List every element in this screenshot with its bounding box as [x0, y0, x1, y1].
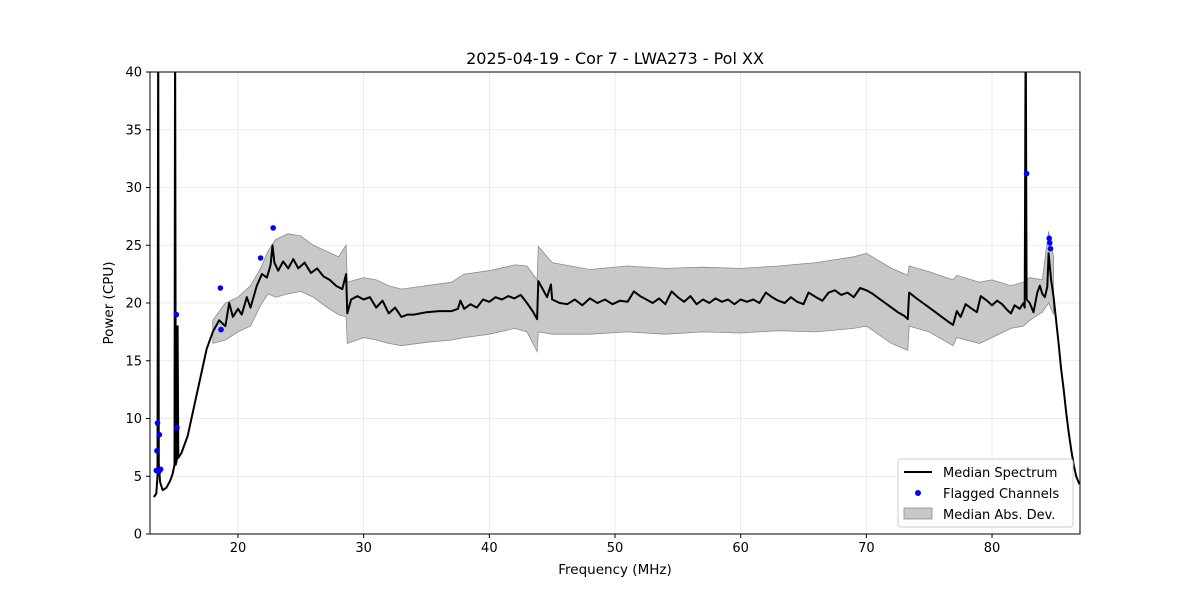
y-tick-label: 0 [134, 528, 142, 543]
legend-flagged-swatch [915, 490, 921, 496]
x-tick-label: 30 [355, 541, 372, 556]
legend-median-label: Median Spectrum [943, 466, 1057, 481]
flagged-channel-point [258, 255, 264, 261]
flagged-channel-point [218, 285, 224, 291]
flagged-channel-point [174, 312, 180, 318]
x-axis-label: Frequency (MHz) [558, 562, 671, 578]
flagged-channel-point [155, 420, 161, 426]
legend-mad-label: Median Abs. Dev. [943, 508, 1055, 523]
x-tick-label: 60 [732, 541, 749, 556]
flagged-channel-point [1048, 246, 1054, 252]
flagged-channel-point [154, 448, 160, 454]
flagged-channel-point [158, 467, 164, 473]
y-tick-label: 20 [125, 297, 142, 312]
y-tick-label: 10 [125, 412, 142, 427]
x-tick-label: 40 [481, 541, 498, 556]
x-tick-label: 80 [984, 541, 1001, 556]
x-tick-label: 70 [858, 541, 875, 556]
chart-title: 2025-04-19 - Cor 7 - LWA273 - Pol XX [466, 49, 764, 68]
y-tick-label: 15 [125, 354, 142, 369]
x-tick-label: 50 [607, 541, 624, 556]
flagged-channel-point [270, 225, 276, 231]
flagged-channel-point [218, 327, 224, 333]
y-tick-label: 30 [125, 181, 142, 196]
y-tick-label: 35 [125, 123, 142, 138]
x-tick-label: 20 [230, 541, 247, 556]
legend-flagged-label: Flagged Channels [943, 487, 1059, 502]
flagged-channel-point [1024, 171, 1030, 177]
flagged-channel-point [1047, 240, 1053, 246]
y-tick-label: 40 [125, 66, 142, 81]
y-tick-label: 25 [125, 239, 142, 254]
legend-mad-swatch [904, 508, 932, 519]
y-axis-label: Power (CPU) [101, 261, 117, 344]
legend: Median Spectrum Flagged Channels Median … [898, 459, 1073, 527]
flagged-channel-point [157, 432, 163, 438]
flagged-channel-point [174, 425, 180, 431]
y-tick-label: 5 [134, 470, 142, 485]
